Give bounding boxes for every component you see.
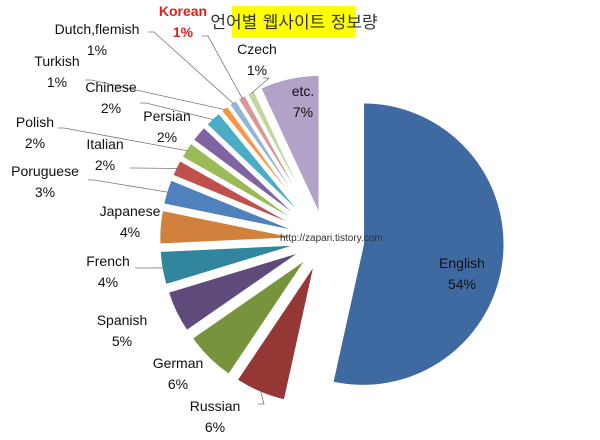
- leader-line-poruguese: [88, 179, 169, 193]
- label-english: English: [439, 255, 485, 271]
- label-french: French: [86, 253, 130, 269]
- label-japanese: Japanese: [100, 203, 161, 219]
- label-turkish: Turkish: [34, 53, 79, 69]
- leader-line-korean: [202, 35, 243, 99]
- label-italian: Italian: [86, 136, 123, 152]
- percent-japanese: 4%: [120, 224, 140, 240]
- chart-title: 언어별 웹사이트 정보량: [210, 13, 378, 33]
- percent-polish: 2%: [25, 135, 45, 151]
- label-dutch-flemish: Dutch,flemish: [55, 21, 140, 37]
- label-russian: Russian: [190, 398, 241, 414]
- leader-line-italian: [130, 167, 178, 169]
- percent-chinese: 2%: [101, 100, 121, 116]
- label-persian: Persian: [143, 108, 190, 124]
- slice-polish: [179, 140, 306, 229]
- label-poruguese: Poruguese: [11, 163, 79, 179]
- leader-line-russian: [258, 390, 265, 405]
- percent-korean: 1%: [173, 24, 194, 40]
- percent-italian: 2%: [95, 157, 115, 173]
- percent-german: 6%: [168, 376, 188, 392]
- leader-line-turkish: [85, 79, 226, 111]
- percent-persian: 2%: [157, 129, 177, 145]
- slice-russian: [234, 261, 317, 403]
- percent-dutch-flemish: 1%: [87, 42, 107, 58]
- leader-line-chinese: [140, 102, 214, 121]
- slice-czech: [244, 88, 316, 220]
- label-chinese: Chinese: [85, 79, 137, 95]
- percent-russian: 6%: [205, 419, 225, 435]
- slice-turkish: [218, 103, 312, 222]
- percent-czech: 1%: [247, 62, 267, 78]
- leader-line-czech: [250, 77, 271, 94]
- slice-german: [189, 256, 310, 377]
- leader-line-polish: [58, 127, 188, 152]
- slice-english: [330, 100, 507, 388]
- percent-etc: 7%: [293, 104, 313, 120]
- slice-dutch-flemish: [227, 98, 313, 221]
- label-german: German: [153, 355, 204, 371]
- watermark: http://zapari.tistory.com: [280, 233, 383, 244]
- label-polish: Polish: [16, 114, 54, 130]
- slice-spanish: [165, 249, 305, 334]
- slice-japanese: [157, 208, 302, 247]
- percent-spanish: 5%: [112, 333, 132, 349]
- percent-english: 54%: [448, 276, 476, 292]
- percent-french: 4%: [98, 274, 118, 290]
- title-background: [232, 6, 356, 37]
- label-spanish: Spanish: [97, 312, 148, 328]
- slice-chinese: [204, 110, 310, 224]
- label-czech: Czech: [237, 41, 277, 57]
- label-korean: Korean: [159, 3, 207, 19]
- slice-etc: [258, 73, 322, 218]
- slice-persian: [190, 124, 308, 226]
- percent-turkish: 1%: [47, 74, 67, 90]
- slice-italian: [170, 158, 305, 231]
- percent-poruguese: 3%: [35, 184, 55, 200]
- label-etc: etc.: [292, 83, 315, 99]
- leader-line-dutch-flemish: [148, 31, 234, 105]
